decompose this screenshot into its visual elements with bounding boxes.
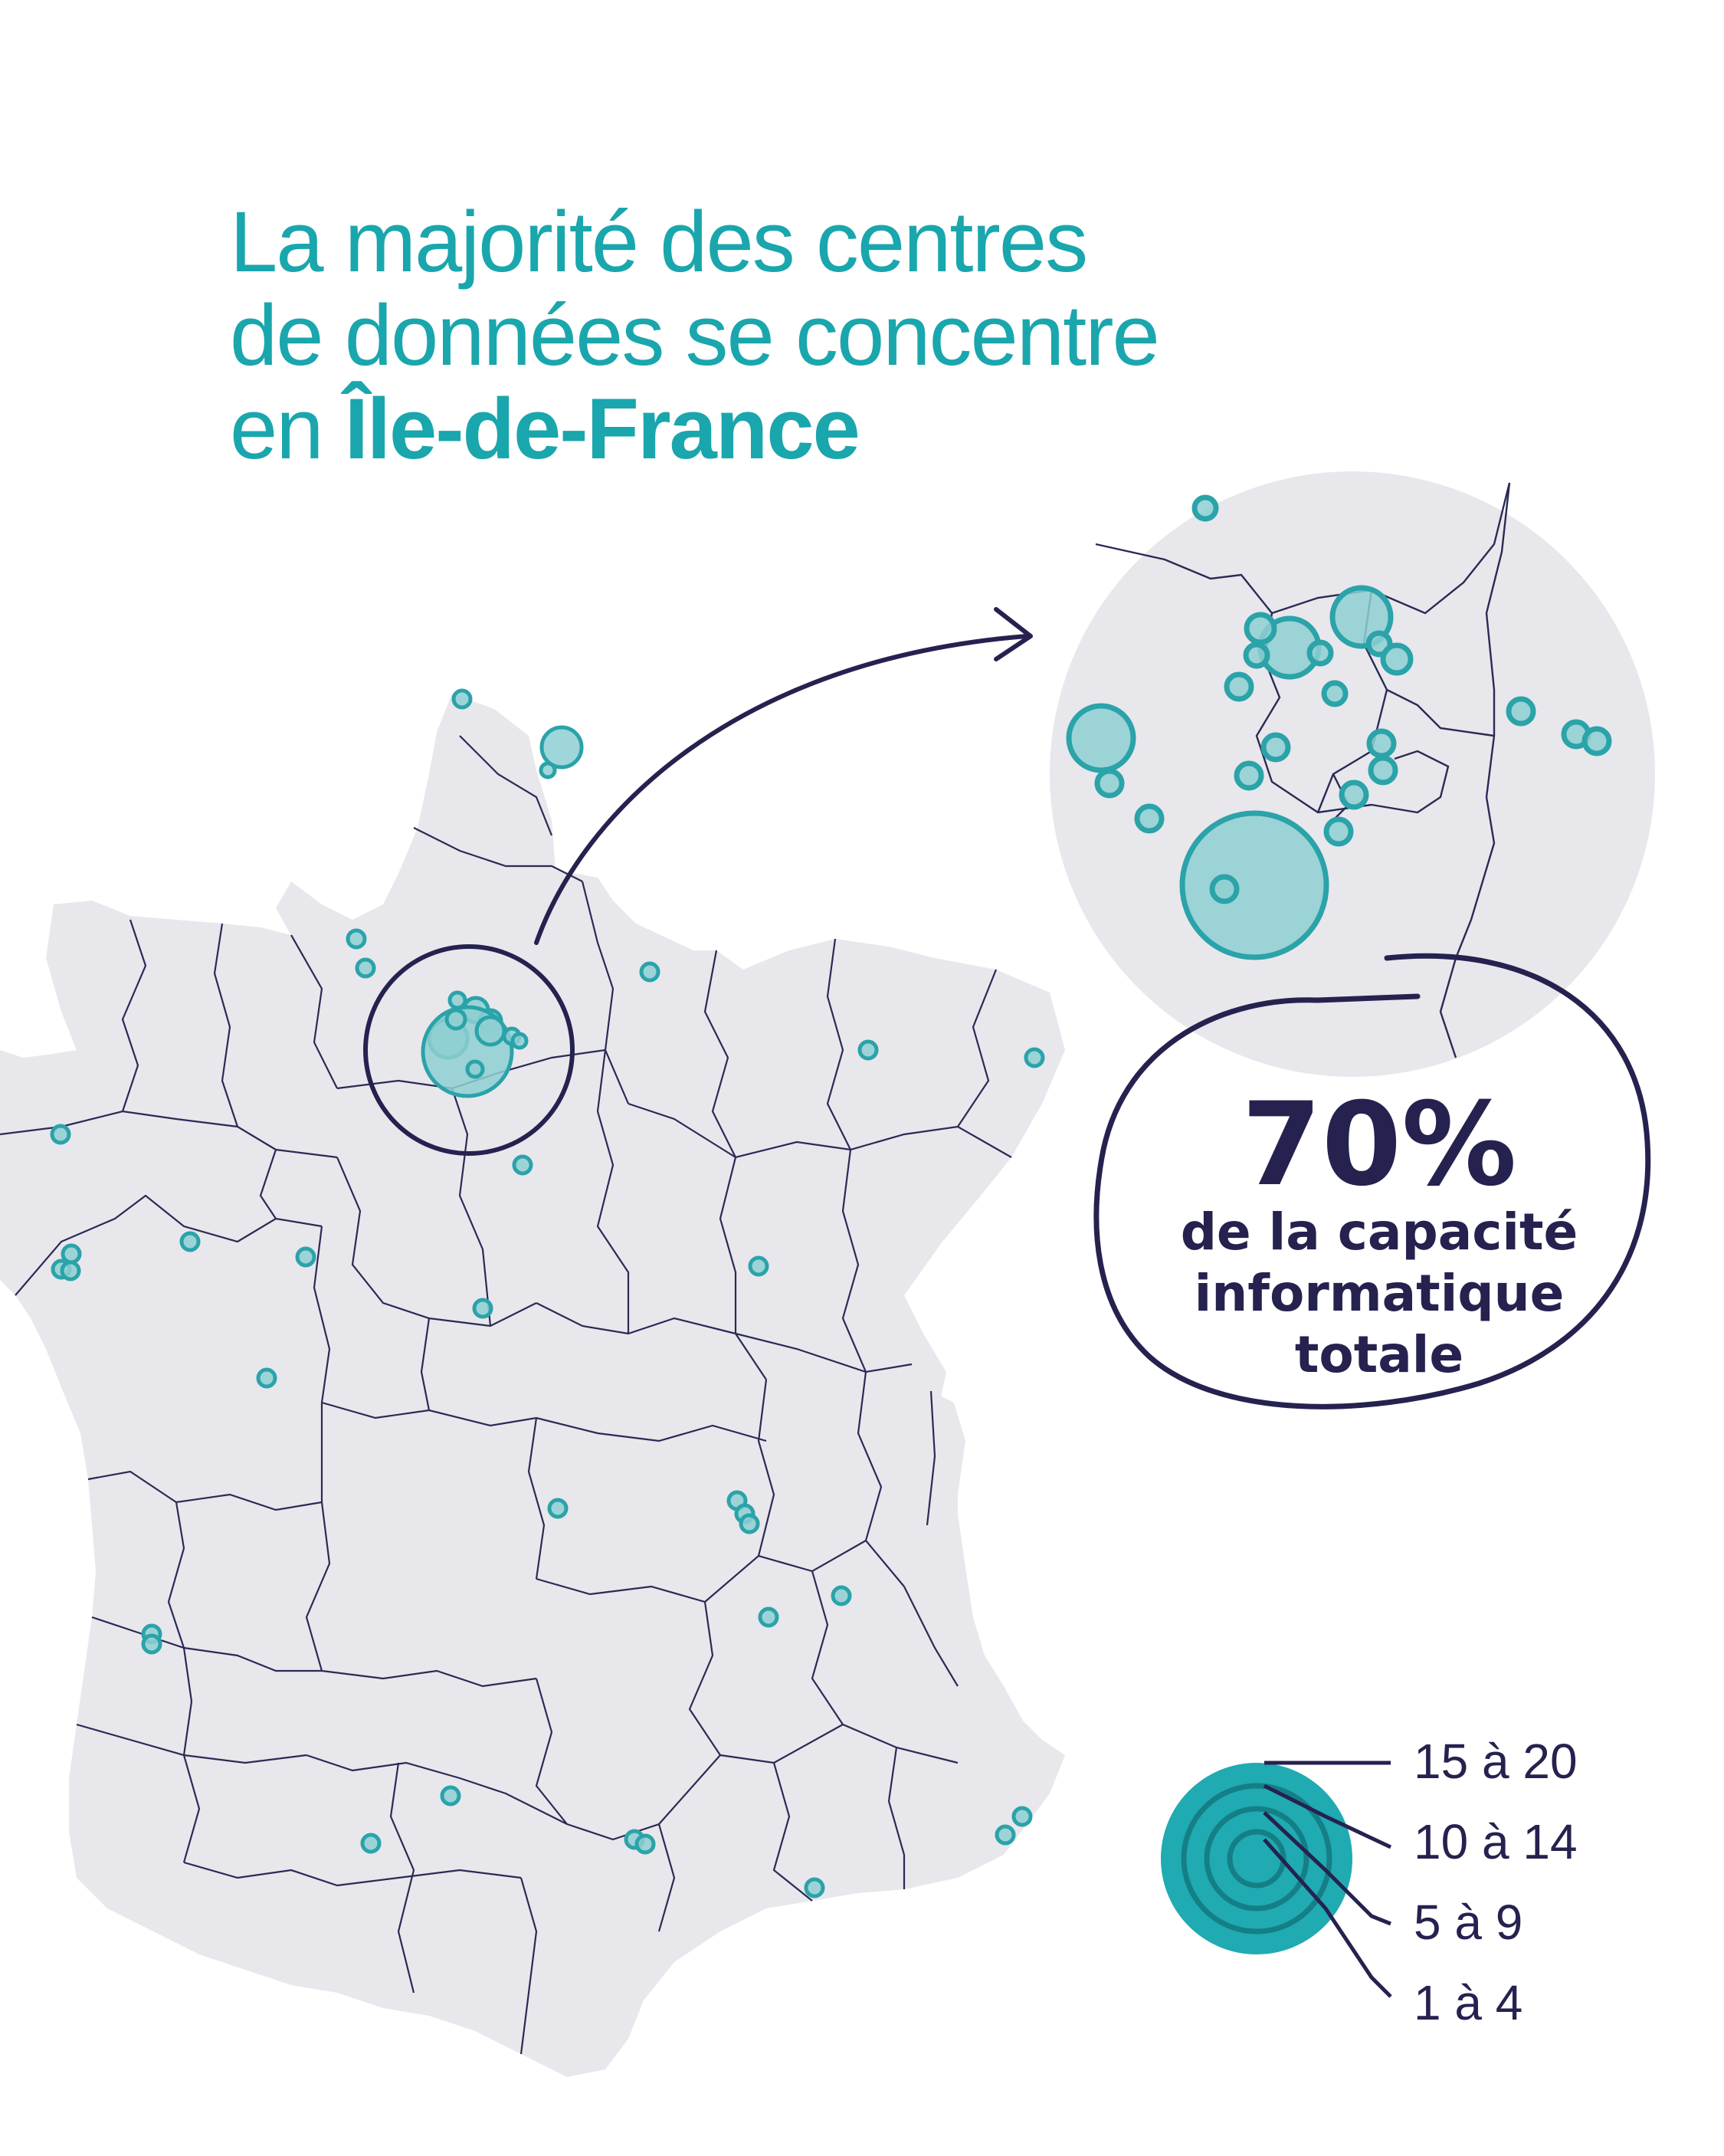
france-map xyxy=(0,694,1065,2077)
callout-line-1: de la capacité xyxy=(1181,1203,1578,1262)
data-center-bubble xyxy=(831,1585,852,1606)
data-center-bubble xyxy=(510,1032,529,1050)
data-center-bubble xyxy=(1380,642,1414,676)
data-center-bubble xyxy=(440,1785,461,1807)
data-center-bubble xyxy=(465,1059,485,1079)
data-center-bubble xyxy=(1339,779,1369,810)
data-center-bubble xyxy=(1260,732,1291,763)
data-center-bubble xyxy=(857,1039,879,1061)
data-center-bubble xyxy=(804,1877,825,1898)
data-center-bubble xyxy=(50,1124,71,1145)
data-center-bubble xyxy=(1209,874,1240,904)
legend-label-1-4: 1 à 4 xyxy=(1414,1975,1522,2030)
data-center-bubbles-main xyxy=(50,688,1045,1898)
data-center-bubble xyxy=(295,1246,316,1268)
zoom-circle xyxy=(1050,471,1655,1077)
data-center-bubble xyxy=(360,1833,382,1854)
data-center-bubbles-zoom xyxy=(1066,494,1612,960)
data-center-bubble xyxy=(539,725,584,770)
data-center-bubble xyxy=(1134,803,1165,834)
data-center-bubble xyxy=(60,1260,81,1281)
data-center-bubble xyxy=(472,1298,493,1319)
data-center-bubble xyxy=(639,961,660,983)
data-center-bubble xyxy=(1323,816,1354,847)
legend-label-10-14: 10 à 14 xyxy=(1414,1814,1578,1869)
callout: 70% de la capacité informatique totale xyxy=(1093,953,1651,1409)
department-boundaries xyxy=(0,735,1012,2055)
data-center-bubble xyxy=(1094,768,1125,799)
data-center-bubble xyxy=(1368,755,1398,786)
data-center-bubble xyxy=(444,1008,467,1031)
legend-concentric-circles xyxy=(1161,1763,1352,1954)
title-line-2: de données se concentre xyxy=(230,287,1160,383)
data-center-bubble xyxy=(758,1606,779,1628)
data-center-bubble xyxy=(1224,671,1254,702)
data-center-bubble xyxy=(474,1015,506,1047)
legend: 15 à 20 10 à 14 5 à 9 1 à 4 xyxy=(1161,1734,1578,2030)
data-center-bubble xyxy=(539,761,557,779)
callout-line-3: totale xyxy=(1295,1325,1463,1384)
data-center-bubble xyxy=(346,928,367,950)
data-center-bubble xyxy=(1366,728,1397,759)
legend-label-15-20: 15 à 20 xyxy=(1414,1734,1578,1789)
data-center-bubble xyxy=(1306,639,1334,667)
zoom-arrow xyxy=(363,607,1033,1156)
title-region-emphasis: Île-de-France xyxy=(344,381,860,477)
data-center-bubble xyxy=(1179,810,1329,960)
data-center-bubble xyxy=(179,1231,201,1252)
data-center-bubble xyxy=(1234,760,1264,791)
title-line-3-prefix: en xyxy=(230,381,345,477)
title-line-1: La majorité des centres xyxy=(230,194,1088,290)
legend-leader-lines xyxy=(1263,1761,1392,1998)
data-center-bubble xyxy=(634,1833,656,1855)
data-center-bubble xyxy=(1243,642,1270,669)
data-center-bubble xyxy=(547,1498,569,1519)
data-center-bubble xyxy=(256,1367,277,1389)
callout-outline xyxy=(1093,953,1651,1409)
corsica xyxy=(893,1391,965,1587)
data-center-bubble xyxy=(1011,1806,1033,1827)
data-center-bubble xyxy=(1024,1047,1045,1068)
data-center-bubble xyxy=(451,688,473,710)
data-center-bubble xyxy=(1321,680,1349,707)
data-center-bubble xyxy=(739,1513,760,1534)
data-center-bubble xyxy=(1244,612,1277,645)
callout-line-2: informatique xyxy=(1195,1264,1565,1323)
data-center-bubble xyxy=(995,1824,1016,1846)
zoom-inset xyxy=(1050,471,1655,1077)
title-line-3: en Île-de-France xyxy=(230,382,1159,476)
page-title: La majorité des centres de données se co… xyxy=(230,194,1160,476)
idf-highlight-ring xyxy=(363,944,575,1156)
data-center-bubble xyxy=(748,1255,769,1277)
data-center-bubble xyxy=(355,957,376,979)
data-center-bubble xyxy=(512,1154,533,1176)
data-center-bubble xyxy=(1066,703,1136,773)
data-center-bubble xyxy=(141,1633,162,1655)
callout-percent: 70% xyxy=(1241,1078,1516,1212)
data-center-bubble xyxy=(1506,696,1536,727)
data-center-bubble xyxy=(1191,494,1219,522)
legend-label-5-9: 5 à 9 xyxy=(1414,1895,1522,1950)
data-center-bubble xyxy=(1581,726,1612,756)
